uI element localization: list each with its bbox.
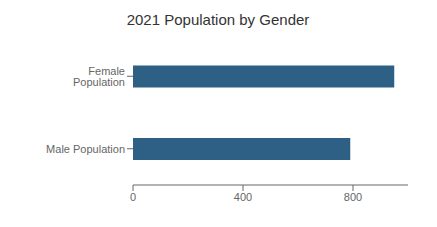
svg-text:Male Population: Male Population	[46, 143, 125, 155]
html-text:2021 Population by Gender: 2021 Population by Gender	[126, 11, 310, 28]
svg-text:800: 800	[344, 191, 362, 203]
svg-text:400: 400	[234, 191, 252, 203]
svg-text:FemalePopulation: FemalePopulation	[73, 65, 125, 88]
svg-text:0: 0	[130, 191, 136, 203]
